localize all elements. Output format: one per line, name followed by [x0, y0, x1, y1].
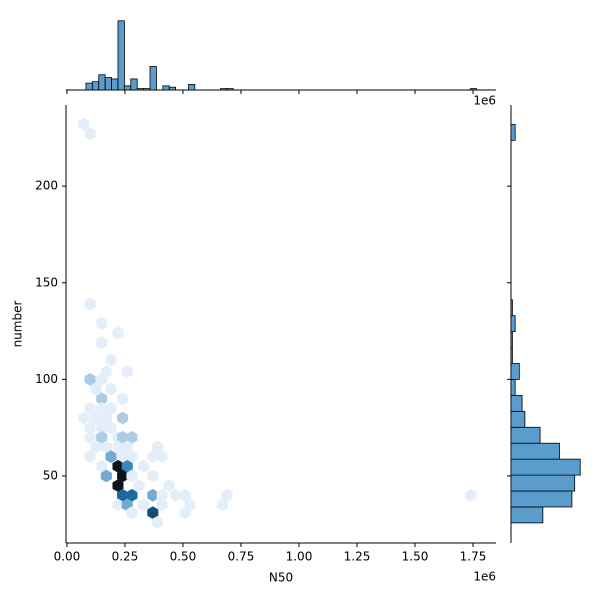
hist-bar — [510, 442, 560, 460]
hexbin — [105, 353, 117, 367]
hist-bar — [510, 363, 520, 380]
hist-bar — [220, 88, 228, 91]
hist-bar — [510, 394, 523, 412]
hexbin — [84, 450, 96, 464]
y-tick-label: 50 — [43, 468, 58, 482]
hexbin — [147, 488, 159, 502]
hexbin — [78, 411, 90, 425]
x-tick-label: 1.00 — [286, 550, 313, 564]
hist-bar — [510, 426, 541, 444]
hist-bar — [510, 299, 513, 317]
hexbin — [105, 382, 117, 396]
y-tick-label: 100 — [35, 372, 58, 386]
x-tick-label: 0.75 — [228, 550, 255, 564]
hexbin — [151, 515, 163, 529]
y-axis-label: number — [11, 301, 25, 348]
hexbin — [137, 498, 150, 512]
hexbin — [100, 469, 112, 483]
hexbin — [117, 392, 129, 406]
hexbin — [90, 440, 102, 454]
hexbin — [126, 506, 138, 520]
hist-bar — [188, 84, 196, 91]
hist-bar — [111, 78, 119, 91]
hist-bar — [510, 490, 573, 508]
hexbin — [121, 365, 133, 379]
x-tick-label: 0.25 — [112, 550, 139, 564]
hexbin — [84, 372, 96, 386]
hexbin — [105, 450, 117, 464]
hexbin — [96, 316, 108, 330]
hexbin — [156, 450, 168, 464]
hist-bar — [143, 88, 151, 91]
hexbin — [137, 459, 150, 473]
hist-bar — [104, 77, 112, 91]
hist-bar — [510, 458, 581, 476]
hexbin — [90, 382, 102, 396]
y-tick-label: 200 — [35, 179, 58, 193]
hist-bar — [510, 331, 513, 348]
hexbin — [465, 488, 477, 502]
hist-bar — [510, 506, 544, 524]
x-tick-label: 1.75 — [460, 550, 487, 564]
hist-bar — [130, 78, 138, 91]
x-tick-label: 1.50 — [402, 550, 429, 564]
hexbin — [170, 488, 182, 502]
hexbin — [163, 479, 175, 493]
hist-bar — [168, 86, 177, 91]
hexbin — [84, 430, 96, 444]
hexbin — [126, 469, 138, 483]
hist-bar — [510, 124, 516, 141]
hexbin — [96, 372, 108, 386]
hexbin — [84, 297, 96, 311]
hist-bar — [162, 85, 170, 91]
x-axis-label: N50 — [269, 571, 293, 585]
hexbin — [216, 498, 228, 512]
hexbin — [133, 479, 145, 493]
hist-bar — [149, 66, 157, 91]
hist-bar — [136, 88, 144, 91]
hexbin — [147, 469, 159, 483]
hexbin — [78, 117, 90, 131]
hist-bar — [91, 81, 100, 91]
hist-bar — [117, 20, 125, 91]
top-offset-label: 1e6 — [473, 94, 496, 108]
hexbin — [179, 506, 191, 520]
hist-bar — [510, 474, 576, 492]
hist-bar — [510, 410, 526, 428]
x-offset-label: 1e6 — [473, 570, 496, 584]
hexbin — [156, 498, 168, 512]
x-tick-label: 1.25 — [344, 550, 371, 564]
hexbin — [84, 127, 96, 141]
hist-bar — [98, 74, 106, 91]
hexbin — [84, 401, 96, 415]
hist-bar — [85, 82, 93, 91]
hist-bar — [226, 88, 234, 91]
x-tick-label: 0.00 — [54, 550, 81, 564]
hexbin — [117, 411, 129, 425]
hist-bar — [510, 347, 513, 364]
hexbin — [96, 336, 108, 350]
hist-bar — [469, 88, 478, 91]
hist-bar — [510, 379, 516, 396]
y-tick-label: 150 — [35, 275, 58, 289]
x-tick-label: 0.50 — [170, 550, 197, 564]
hexbin — [112, 326, 124, 340]
hexbin — [90, 411, 102, 425]
hist-bar — [123, 85, 132, 91]
hexbin — [105, 421, 117, 435]
hist-bar — [510, 315, 516, 333]
